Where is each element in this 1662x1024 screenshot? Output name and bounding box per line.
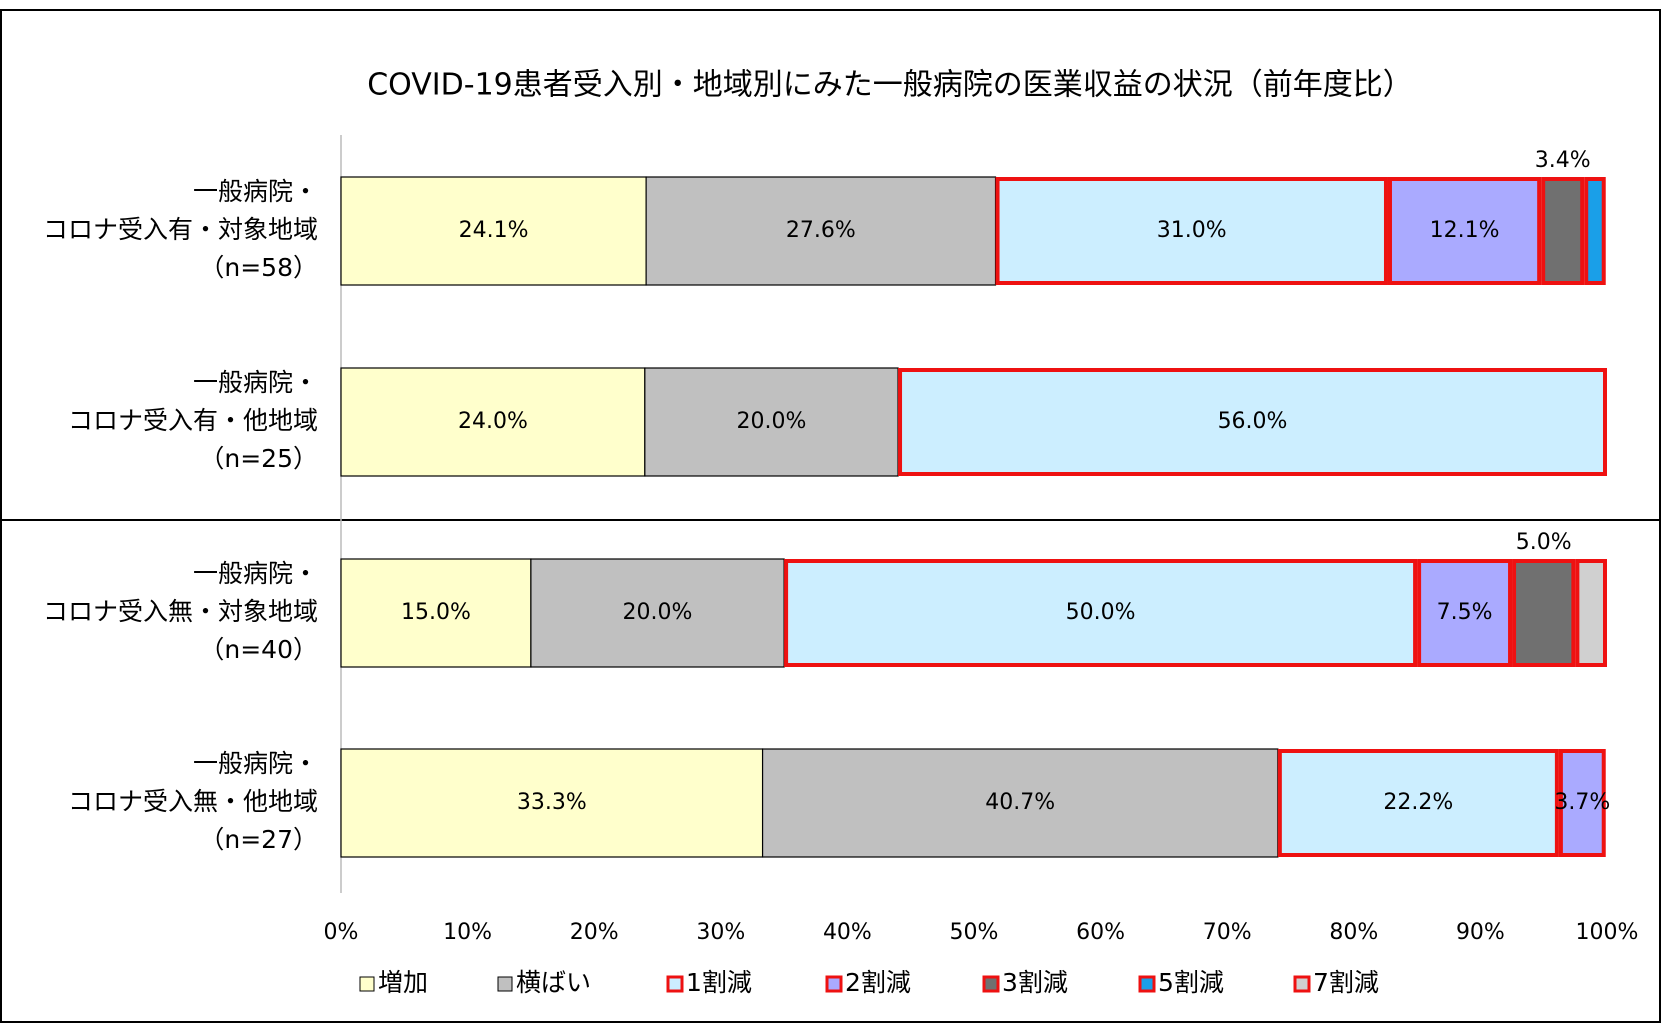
legend-swatch bbox=[1138, 975, 1156, 993]
x-tick-label: 50% bbox=[950, 920, 999, 945]
bar-segment bbox=[1575, 559, 1607, 667]
chart-title: COVID-19患者受入別・地域別にみた一般病院の医業収益の状況（前年度比） bbox=[367, 68, 1413, 103]
legend-label: 7割減 bbox=[1313, 968, 1379, 997]
x-tick-label: 90% bbox=[1456, 920, 1505, 945]
legend-swatch bbox=[359, 976, 375, 992]
category-label: コロナ受入無・対象地域 bbox=[43, 597, 318, 626]
data-label: 15.0% bbox=[401, 600, 471, 625]
data-label: 50.0% bbox=[1066, 600, 1136, 625]
x-tick-label: 60% bbox=[1076, 920, 1125, 945]
bar-segment bbox=[1512, 559, 1576, 667]
x-tick-label: 10% bbox=[443, 920, 492, 945]
data-label: 20.0% bbox=[623, 600, 693, 625]
bar-segment bbox=[530, 558, 785, 668]
data-label: 40.7% bbox=[985, 790, 1055, 815]
x-tick-label: 70% bbox=[1203, 920, 1252, 945]
category-label: 一般病院・ bbox=[193, 368, 318, 397]
frame bbox=[0, 9, 1661, 1023]
x-tick-label: 20% bbox=[570, 920, 619, 945]
legend-label: 2割減 bbox=[845, 968, 911, 997]
bar-segment bbox=[1558, 749, 1606, 857]
category-label: 一般病院・ bbox=[193, 177, 318, 206]
legend-label: 横ばい bbox=[516, 968, 591, 997]
category-label: （n=25） bbox=[199, 444, 318, 473]
data-label: 56.0% bbox=[1218, 409, 1288, 434]
bar-segment bbox=[995, 177, 1388, 285]
data-label: 3.7% bbox=[1554, 790, 1610, 815]
bar-segment bbox=[1541, 177, 1585, 285]
x-tick-label: 0% bbox=[324, 920, 359, 945]
x-tick-label: 30% bbox=[696, 920, 745, 945]
bar-segment bbox=[1387, 177, 1542, 285]
legend-label: 増加 bbox=[378, 968, 428, 997]
legend-label: 5割減 bbox=[1158, 968, 1224, 997]
category-label: コロナ受入無・他地域 bbox=[68, 787, 318, 816]
data-label: 12.1% bbox=[1430, 218, 1500, 243]
bar-segment bbox=[645, 176, 997, 286]
bar-segment bbox=[340, 176, 647, 286]
bar-segment bbox=[1584, 177, 1606, 285]
bar-segment bbox=[1277, 749, 1559, 857]
category-label: コロナ受入有・他地域 bbox=[68, 406, 318, 435]
bar-segment bbox=[898, 368, 1607, 476]
data-label: 7.5% bbox=[1437, 600, 1493, 625]
legend-swatch bbox=[666, 975, 684, 993]
category-label: （n=27） bbox=[199, 825, 318, 854]
bar-segment bbox=[340, 748, 764, 858]
data-label: 20.0% bbox=[736, 409, 806, 434]
data-label: 24.0% bbox=[458, 409, 528, 434]
bar-segment bbox=[644, 367, 899, 477]
bar-segment bbox=[784, 559, 1418, 667]
data-label: 24.1% bbox=[459, 218, 529, 243]
x-tick-label: 100% bbox=[1576, 920, 1639, 945]
category-label: （n=40） bbox=[199, 635, 318, 664]
legend-swatch bbox=[982, 975, 1000, 993]
legend-swatch bbox=[497, 976, 513, 992]
x-tick-label: 80% bbox=[1329, 920, 1378, 945]
data-label: 33.3% bbox=[517, 790, 587, 815]
bar-segment bbox=[1417, 559, 1513, 667]
bar-segment bbox=[340, 558, 532, 668]
legend-swatch bbox=[825, 975, 843, 993]
x-tick-label: 40% bbox=[823, 920, 872, 945]
category-label: コロナ受入有・対象地域 bbox=[43, 215, 318, 244]
data-label: 27.6% bbox=[786, 218, 856, 243]
data-label: 3.4% bbox=[1535, 148, 1591, 173]
legend-label: 3割減 bbox=[1002, 968, 1068, 997]
legend-label: 1割減 bbox=[686, 968, 752, 997]
category-label: （n=58） bbox=[199, 253, 318, 282]
category-label: 一般病院・ bbox=[193, 749, 318, 778]
data-label: 5.0% bbox=[1516, 530, 1572, 555]
legend-swatch bbox=[1293, 975, 1311, 993]
bar-segment bbox=[761, 748, 1279, 858]
category-label: 一般病院・ bbox=[193, 559, 318, 588]
data-label: 22.2% bbox=[1383, 790, 1453, 815]
data-label: 31.0% bbox=[1157, 218, 1227, 243]
